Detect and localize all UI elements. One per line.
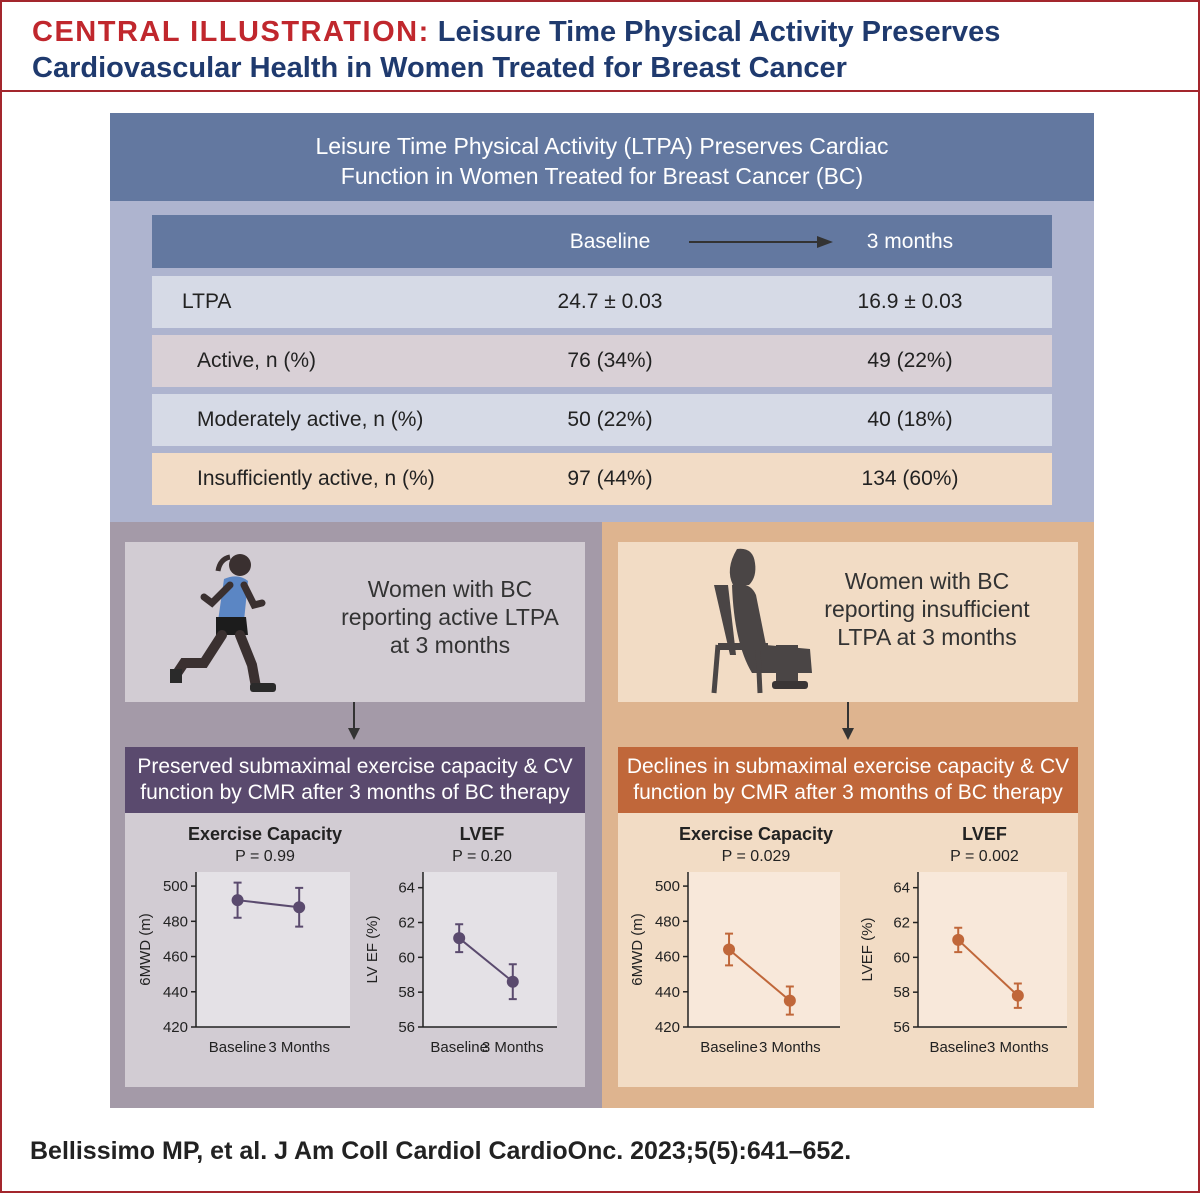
data-point xyxy=(723,943,736,956)
table-cell: 134 (60%) xyxy=(861,467,959,490)
x-tick-label: Baseline xyxy=(929,1039,987,1056)
y-axis-label: 6MWD (m) xyxy=(629,913,646,985)
y-tick-label: 64 xyxy=(893,880,910,897)
chart-subtitle: P = 0.002 xyxy=(950,848,1019,865)
table-cell: 16.9 ± 0.03 xyxy=(857,290,963,313)
column-header: Baseline xyxy=(569,229,651,253)
series-line xyxy=(728,948,791,1002)
table-cell: 24.7 ± 0.03 xyxy=(557,290,663,313)
chart-subtitle: P = 0.99 xyxy=(235,848,295,865)
y-tick-label: 62 xyxy=(398,915,415,932)
y-tick-label: 480 xyxy=(655,913,680,930)
summary-title: Leisure Time Physical Activity (LTPA) Pr… xyxy=(110,113,1094,201)
y-tick-label: 56 xyxy=(398,1019,415,1036)
table-cell: 40 (18%) xyxy=(867,408,953,431)
table-row xyxy=(152,276,1052,328)
chart-title: LVEF xyxy=(962,824,1007,844)
y-tick-label: 440 xyxy=(655,984,680,1001)
y-tick-label: 60 xyxy=(398,949,415,966)
data-point xyxy=(231,894,244,907)
y-axis-label: 6MWD (m) xyxy=(137,913,154,985)
series-line xyxy=(458,937,514,983)
sitting-icon xyxy=(711,548,812,694)
header: CENTRAL ILLUSTRATION: Leisure Time Physic… xyxy=(32,14,1132,86)
y-tick-label: 64 xyxy=(398,880,415,897)
table-cell: 50 (22%) xyxy=(567,408,653,431)
x-tick-label: 3 Months xyxy=(987,1039,1049,1056)
runner-icon xyxy=(170,554,276,692)
data-point xyxy=(783,994,796,1007)
table-cell: 97 (44%) xyxy=(567,467,653,490)
row-label: Active, n (%) xyxy=(197,349,317,372)
y-tick-label: 460 xyxy=(655,949,680,966)
down-arrow xyxy=(842,702,854,740)
group-card xyxy=(618,542,1078,702)
chart-subtitle: P = 0.029 xyxy=(722,848,791,865)
header-title: Leisure Time Physical Activity Preserves… xyxy=(32,16,1001,84)
down-arrow xyxy=(348,702,360,740)
y-axis-label: LV EF (%) xyxy=(364,915,381,983)
y-axis-label: LVEF (%) xyxy=(859,918,876,982)
x-tick-label: Baseline xyxy=(430,1039,488,1056)
y-tick-label: 62 xyxy=(893,915,910,932)
x-tick-label: 3 Months xyxy=(268,1039,330,1056)
y-tick-label: 460 xyxy=(163,949,188,966)
x-tick-label: Baseline xyxy=(700,1039,758,1056)
x-tick-label: 3 Months xyxy=(759,1039,821,1056)
group-finding: Declines in submaximal exercise capacity… xyxy=(618,747,1078,813)
citation: Bellissimo MP, et al. J Am Coll Cardiol … xyxy=(30,1137,852,1165)
y-tick-label: 500 xyxy=(655,878,680,895)
table-header xyxy=(152,215,1052,268)
y-tick-label: 420 xyxy=(655,1019,680,1036)
group-card xyxy=(125,542,585,702)
y-tick-label: 480 xyxy=(163,913,188,930)
y-tick-label: 56 xyxy=(893,1019,910,1036)
group-description: Women with BC reporting insufficient LTP… xyxy=(824,568,1030,650)
data-point xyxy=(506,975,519,988)
data-point xyxy=(952,933,965,946)
y-tick-label: 58 xyxy=(398,984,415,1001)
data-point xyxy=(453,932,466,945)
table-cell: 49 (22%) xyxy=(867,349,953,372)
plot-area xyxy=(688,872,840,1027)
y-tick-label: 420 xyxy=(163,1019,188,1036)
plot-area xyxy=(918,872,1067,1027)
row-label: Moderately active, n (%) xyxy=(197,408,424,431)
plot-area xyxy=(196,872,350,1027)
data-point xyxy=(1011,989,1024,1002)
table-row xyxy=(152,453,1052,505)
y-tick-label: 58 xyxy=(893,984,910,1001)
table-row xyxy=(152,335,1052,387)
plot-area xyxy=(423,872,557,1027)
x-tick-label: Baseline xyxy=(209,1039,267,1056)
row-label: Insufficiently active, n (%) xyxy=(197,467,435,490)
chart-subtitle: P = 0.20 xyxy=(452,848,512,865)
chart-title: Exercise Capacity xyxy=(679,824,833,844)
chart-title: Exercise Capacity xyxy=(188,824,342,844)
table-row xyxy=(152,394,1052,446)
chart-title: LVEF xyxy=(460,824,505,844)
x-tick-label: 3 Months xyxy=(482,1039,544,1056)
column-header: 3 months xyxy=(866,229,954,253)
y-tick-label: 440 xyxy=(163,984,188,1001)
row-label: LTPA xyxy=(182,290,232,313)
header-label: CENTRAL ILLUSTRATION: xyxy=(32,16,430,48)
data-point xyxy=(293,901,306,914)
table-arrow xyxy=(689,236,833,248)
table-cell: 76 (34%) xyxy=(567,349,653,372)
series-line xyxy=(957,939,1019,997)
y-tick-label: 60 xyxy=(893,949,910,966)
y-tick-label: 500 xyxy=(163,878,188,895)
header-rule xyxy=(2,90,1198,92)
group-finding: Preserved submaximal exercise capacity &… xyxy=(125,747,585,813)
group-description: Women with BC reporting active LTPA at 3… xyxy=(341,576,559,658)
series-line xyxy=(237,899,300,909)
